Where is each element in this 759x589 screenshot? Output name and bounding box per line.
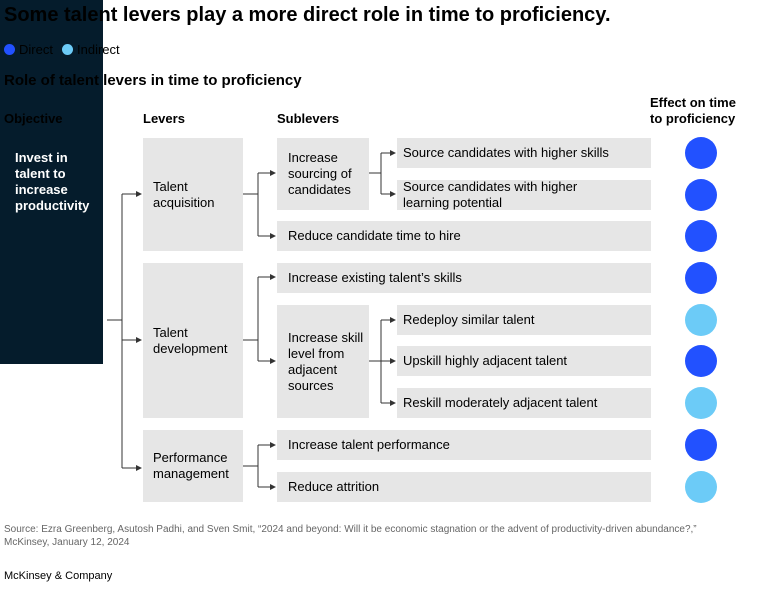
row-label: Reskill moderately adjacent talent (403, 395, 598, 410)
row-label: Reduce attrition (288, 479, 380, 494)
objective-box: Invest in talent to increase productivit… (0, 0, 103, 364)
lever-label: Performance management (153, 450, 229, 481)
effect-dot-direct (685, 262, 717, 294)
sublever-increase-sourcing: Increase sourcing of candidates (277, 138, 369, 210)
diagram-subtitle: Role of talent levers in time to profici… (4, 72, 302, 89)
row-label: Redeploy similar talent (403, 312, 535, 327)
legend-item-indirect: Indirect (62, 42, 120, 57)
lever-performance-management: Performance management (143, 430, 243, 502)
sublever-increase-skill-level: Increase skill level from adjacent sourc… (277, 305, 369, 418)
effect-dot-direct (685, 429, 717, 461)
column-header-levers: Levers (143, 111, 185, 126)
source-note: Source: Ezra Greenberg, Asutosh Padhi, a… (4, 524, 697, 548)
effect-dot-direct (685, 179, 717, 211)
row-reduce-time-to-hire: Reduce candidate time to hire (277, 221, 651, 251)
legend-label-indirect: Indirect (77, 42, 120, 57)
chart-title: Some talent levers play a more direct ro… (4, 4, 611, 26)
legend-dot-indirect (62, 44, 73, 55)
row-reduce-attrition: Reduce attrition (277, 472, 651, 502)
row-label: Increase existing talent’s skills (288, 270, 462, 285)
row-increase-performance: Increase talent performance (277, 430, 651, 460)
row-source-higher-skills: Source candidates with higher skills (397, 138, 651, 168)
lever-talent-acquisition: Talent acquisition (143, 138, 243, 251)
row-label: Reduce candidate time to hire (288, 228, 461, 243)
column-header-sublevers: Sublevers (277, 111, 340, 126)
sublever-label: Increase skill level from adjacent sourc… (288, 329, 364, 393)
effect-dot-indirect (685, 387, 717, 419)
legend-label-direct: Direct (19, 42, 53, 57)
row-label: Source candidates with higher learning p… (403, 179, 578, 210)
column-header-objective: Objective (4, 111, 63, 126)
effect-dot-indirect (685, 304, 717, 336)
legend-dot-direct (4, 44, 15, 55)
row-label: Upskill highly adjacent talent (403, 353, 568, 368)
effect-dot-indirect (685, 471, 717, 503)
column-header-effect: Effect on time to proficiency (650, 95, 736, 126)
effect-dot-direct (685, 220, 717, 252)
objective-label: Invest in talent to increase productivit… (15, 150, 90, 213)
lever-talent-development: Talent development (143, 263, 243, 418)
row-label: Source candidates with higher skills (403, 145, 609, 160)
effect-dot-direct (685, 345, 717, 377)
row-reskill-moderately-adjacent: Reskill moderately adjacent talent (397, 388, 651, 418)
brand-name: McKinsey & Company (4, 570, 113, 582)
row-redeploy-similar: Redeploy similar talent (397, 305, 651, 335)
row-source-learning-potential: Source candidates with higher learning p… (397, 179, 651, 210)
legend-item-direct: Direct (4, 42, 53, 57)
lever-label: Talent acquisition (153, 178, 215, 210)
row-increase-existing-skills: Increase existing talent’s skills (277, 263, 651, 293)
effect-dot-direct (685, 137, 717, 169)
row-label: Increase talent performance (288, 437, 450, 452)
sublever-label: Increase sourcing of candidates (288, 150, 352, 197)
lever-label: Talent development (153, 324, 228, 356)
row-upskill-adjacent: Upskill highly adjacent talent (397, 346, 651, 376)
